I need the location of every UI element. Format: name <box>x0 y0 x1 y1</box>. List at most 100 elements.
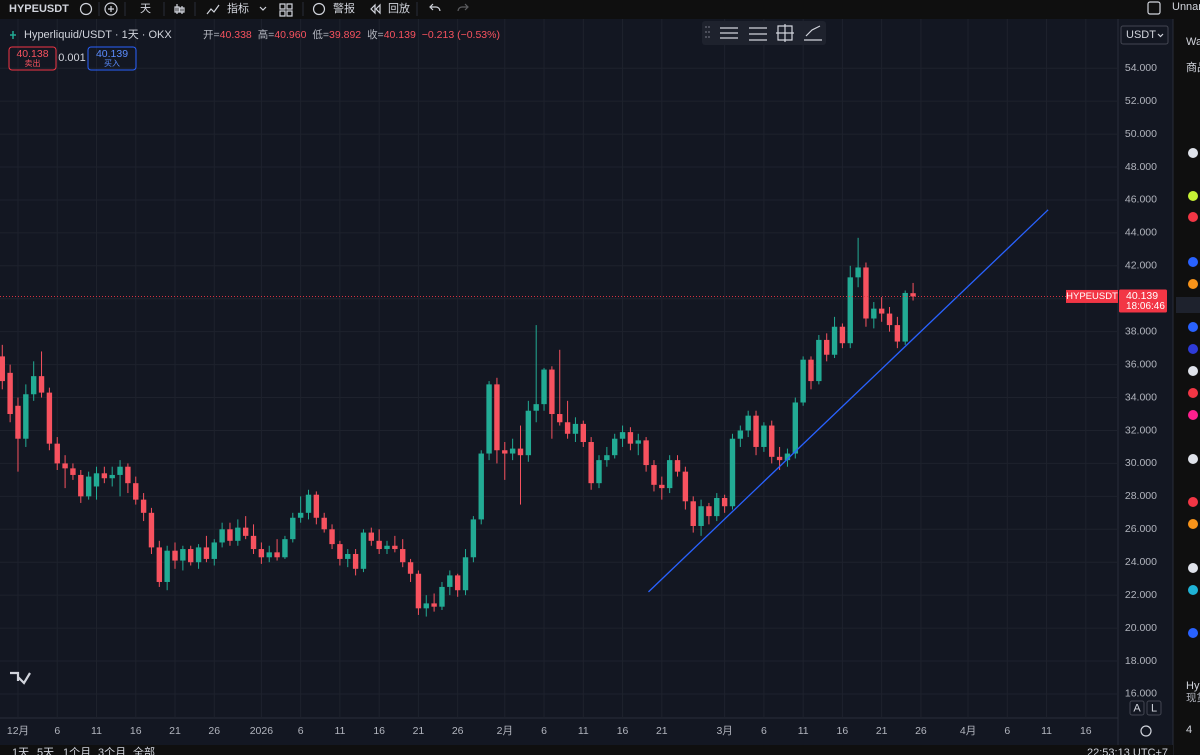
change-value: −0.213 (−0.53%) <box>422 29 500 41</box>
x-tick-label: 11 <box>1041 725 1052 737</box>
icon[interactable] <box>1188 191 1198 201</box>
icon[interactable] <box>1188 148 1198 158</box>
candle-body <box>651 465 657 485</box>
candle-body <box>847 277 853 344</box>
settings-button[interactable] <box>1140 725 1152 737</box>
candle-body <box>321 517 327 530</box>
auto-scale-button[interactable] <box>1129 700 1145 716</box>
layout-button[interactable] <box>279 3 293 17</box>
sell-button[interactable] <box>8 46 57 71</box>
icon[interactable] <box>1188 519 1198 529</box>
symbol-icon[interactable] <box>79 2 93 16</box>
top-toolbar <box>0 0 1200 19</box>
icon[interactable] <box>1188 344 1198 354</box>
watchlist-title: Wa <box>1186 36 1200 48</box>
range-1d[interactable]: 1天 <box>12 747 29 755</box>
drag-handle[interactable] <box>705 26 710 38</box>
candle-body <box>776 456 783 461</box>
y-tick-label: 52.000 <box>1125 95 1157 107</box>
layout-name[interactable]: Unnam <box>1172 1 1200 13</box>
candle-body <box>78 474 84 497</box>
range-3m[interactable]: 3个月 <box>98 746 126 755</box>
currency[interactable]: USDT <box>1126 29 1156 41</box>
icon[interactable] <box>1188 279 1198 289</box>
candle-body <box>894 325 901 342</box>
icon[interactable] <box>1188 628 1198 638</box>
low-value: 39.892 <box>329 29 361 41</box>
price-tag <box>1119 289 1167 313</box>
candle-body <box>329 529 335 545</box>
legend-icon <box>10 31 16 39</box>
tool-3[interactable] <box>776 24 794 42</box>
candle-body <box>627 432 634 444</box>
icon[interactable] <box>1188 410 1198 420</box>
candle-body <box>910 293 916 297</box>
x-tick-label: 16 <box>617 725 629 737</box>
redo-button[interactable] <box>457 3 469 12</box>
candle-body <box>470 519 477 558</box>
candle-body <box>494 384 500 451</box>
compare-button[interactable] <box>104 2 118 16</box>
chart-type-button[interactable] <box>174 4 185 14</box>
candle-body <box>572 423 579 434</box>
candle-body <box>541 369 547 405</box>
candle-body <box>564 422 571 434</box>
legend-title: Hyperliquid/USDT · 1天 · OKX <box>24 29 172 41</box>
icon[interactable] <box>1188 322 1198 332</box>
undo-button[interactable] <box>429 3 441 12</box>
candle-body <box>195 547 202 563</box>
panel-market: 现货 <box>1186 691 1200 704</box>
candle-body <box>46 392 53 444</box>
icon[interactable] <box>1188 388 1198 398</box>
icon[interactable] <box>1188 563 1198 573</box>
range-1m[interactable]: 1个月 <box>63 746 91 755</box>
candle-body <box>345 553 351 559</box>
buy-button[interactable] <box>87 46 137 71</box>
icon[interactable] <box>1188 585 1198 595</box>
candle-body <box>863 267 869 319</box>
icon[interactable] <box>1188 366 1198 376</box>
candle-body <box>808 359 814 382</box>
log-scale-button[interactable] <box>1146 700 1162 716</box>
watchlist-tab[interactable]: 商品 <box>1186 60 1200 74</box>
auto-scale-label: A <box>1133 702 1141 714</box>
candle-body <box>761 425 767 447</box>
symbol-tag-text: HYPEUSDT <box>1066 291 1118 302</box>
dropdown-icon[interactable] <box>259 6 267 11</box>
candle-body <box>250 535 257 550</box>
alert-button[interactable]: 警报 <box>333 1 355 15</box>
candle-body <box>266 552 272 558</box>
x-tick-label: 21 <box>876 725 888 737</box>
tool-1[interactable] <box>720 27 738 39</box>
dropdown-icon <box>1157 33 1164 38</box>
currency-dropdown[interactable] <box>1120 25 1169 45</box>
range-all[interactable]: 全部 <box>133 745 155 755</box>
y-tick-label: 20.000 <box>1125 622 1157 634</box>
icon[interactable] <box>1188 257 1198 267</box>
high-value: 40.960 <box>274 29 306 41</box>
candle-body <box>360 532 367 569</box>
icon[interactable] <box>1188 454 1198 464</box>
candle-body <box>517 448 524 456</box>
candle-body <box>478 453 484 520</box>
tool-2[interactable] <box>749 27 767 41</box>
candle-body <box>0 356 5 382</box>
icon[interactable] <box>1188 212 1198 222</box>
icon[interactable] <box>1188 497 1198 507</box>
symbol-button[interactable]: HYPEUSDT <box>9 3 69 15</box>
range-5d[interactable]: 5天 <box>37 747 54 755</box>
interval-button[interactable]: 天 <box>140 3 151 15</box>
replay-button[interactable]: 回放 <box>388 1 410 15</box>
candle-body <box>635 440 641 444</box>
selected-row[interactable] <box>1176 297 1200 313</box>
candle-body <box>502 450 508 454</box>
candle-body <box>85 476 92 497</box>
indicators-button[interactable]: 指标 <box>227 1 249 15</box>
y-tick-label: 44.000 <box>1125 227 1157 239</box>
candle-body <box>242 527 249 536</box>
candle-body <box>855 267 861 278</box>
save-checkbox[interactable] <box>1147 1 1161 15</box>
tool-4[interactable] <box>804 25 822 41</box>
y-tick-label: 18.000 <box>1125 655 1157 667</box>
right-panel <box>1173 19 1200 755</box>
